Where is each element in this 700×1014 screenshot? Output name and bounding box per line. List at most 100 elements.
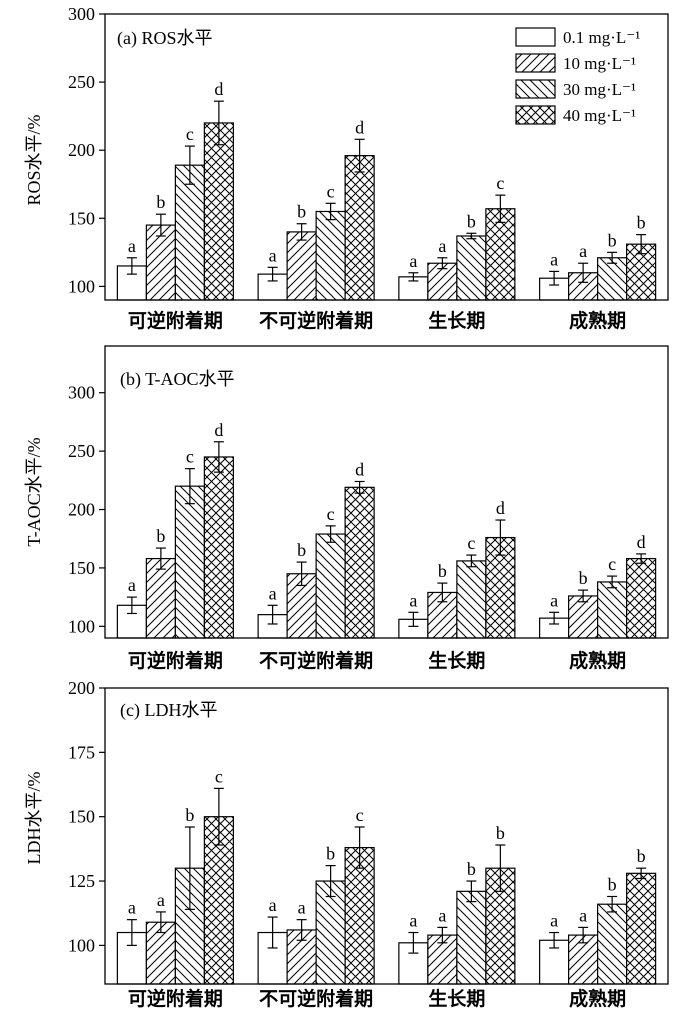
panel-title: (c) LDH水平 bbox=[120, 700, 217, 721]
legend-swatch bbox=[515, 27, 556, 47]
significance-letter: c bbox=[327, 181, 335, 201]
bar-b-series4-cat1 bbox=[203, 456, 234, 639]
significance-letter: a bbox=[298, 898, 306, 918]
significance-letter: d bbox=[355, 117, 364, 137]
significance-letter: a bbox=[438, 236, 446, 256]
bar-a-series3-cat2 bbox=[315, 210, 346, 301]
panel-title: (a) ROS水平 bbox=[117, 28, 213, 49]
legend-label: 30 mg·L⁻¹ bbox=[563, 80, 636, 99]
significance-letter: b bbox=[637, 213, 646, 233]
significance-letter: c bbox=[496, 173, 504, 193]
bar-c-series4-cat4 bbox=[626, 872, 657, 985]
bar-a-series2-cat2 bbox=[286, 231, 317, 301]
y-tick-label: 200 bbox=[68, 678, 95, 698]
legend-swatch bbox=[515, 105, 556, 125]
bar-b-series2-cat1 bbox=[145, 557, 176, 639]
significance-letter: a bbox=[269, 895, 277, 915]
significance-letter: a bbox=[409, 251, 417, 271]
significance-letter: d bbox=[214, 79, 223, 99]
plot-frame bbox=[104, 687, 669, 985]
y-tick-label: 125 bbox=[68, 871, 95, 891]
significance-letter: b bbox=[467, 211, 476, 231]
category-label: 不可逆附着期 bbox=[259, 649, 373, 672]
y-tick-label: 250 bbox=[68, 441, 95, 461]
y-tick-label: 300 bbox=[68, 4, 95, 24]
significance-letter: b bbox=[637, 846, 646, 866]
significance-letter: b bbox=[297, 540, 306, 560]
category-label: 成熟期 bbox=[569, 649, 626, 672]
panel-title: (b) T-AOC水平 bbox=[120, 369, 235, 390]
category-label: 成熟期 bbox=[569, 309, 626, 332]
significance-letter: a bbox=[550, 249, 558, 269]
significance-letter: a bbox=[550, 911, 558, 931]
y-tick-label: 150 bbox=[68, 807, 95, 827]
significance-letter: b bbox=[297, 202, 306, 222]
bar-a-series3-cat3 bbox=[456, 235, 487, 301]
significance-letter: b bbox=[438, 561, 447, 581]
y-axis-title: T-AOC水平/% bbox=[24, 437, 44, 546]
y-axis-title: ROS水平/% bbox=[24, 114, 44, 205]
bar-a-series4-cat3 bbox=[485, 208, 516, 301]
plot-frame bbox=[104, 13, 669, 301]
bar-a-series4-cat1 bbox=[203, 122, 234, 301]
significance-letter: c bbox=[608, 554, 616, 574]
category-label: 生长期 bbox=[428, 309, 485, 332]
y-tick-label: 175 bbox=[68, 742, 95, 762]
plot-frame bbox=[104, 345, 669, 639]
significance-letter: b bbox=[579, 568, 588, 588]
significance-letter: b bbox=[326, 844, 335, 864]
legend: 0.1 mg·L⁻¹ 10 mg·L⁻¹ 30 mg·L⁻¹ 40 mg·L⁻¹ bbox=[515, 27, 640, 125]
significance-letter: a bbox=[409, 911, 417, 931]
bar-a-series4-cat2 bbox=[344, 155, 375, 301]
category-label: 生长期 bbox=[428, 649, 485, 672]
bar-b-series4-cat2 bbox=[344, 486, 375, 639]
significance-letter: a bbox=[157, 890, 165, 910]
y-tick-label: 100 bbox=[68, 276, 95, 296]
bar-b-series4-cat4 bbox=[626, 557, 657, 639]
significance-letter: c bbox=[327, 504, 335, 524]
y-tick-label: 250 bbox=[68, 72, 95, 92]
significance-letter: b bbox=[185, 805, 194, 825]
significance-letter: d bbox=[496, 498, 505, 518]
panel-b: 100 150 200 250 300 T-AOC水平/% (b) T-AOC水平可逆附着期… bbox=[24, 345, 669, 672]
bar-a-series3-cat4 bbox=[597, 257, 628, 301]
category-label: 可逆附着期 bbox=[128, 649, 223, 672]
y-tick-label: 100 bbox=[68, 616, 95, 636]
significance-letter: c bbox=[215, 766, 223, 786]
legend-label: 0.1 mg·L⁻¹ bbox=[563, 28, 640, 47]
significance-letter: a bbox=[550, 590, 558, 610]
significance-letter: a bbox=[269, 245, 277, 265]
legend-label: 10 mg·L⁻¹ bbox=[563, 54, 636, 73]
legend-swatch bbox=[515, 79, 556, 99]
bar-b-series3-cat1 bbox=[174, 485, 205, 639]
category-label: 成熟期 bbox=[569, 987, 626, 1010]
significance-letter: a bbox=[269, 583, 277, 603]
category-label: 可逆附着期 bbox=[128, 309, 223, 332]
significance-letter: a bbox=[579, 905, 587, 925]
bar-a-series3-cat1 bbox=[174, 164, 205, 301]
significance-letter: d bbox=[214, 420, 223, 440]
y-tick-label: 150 bbox=[68, 208, 95, 228]
significance-letter: b bbox=[156, 192, 165, 212]
bar-b-series3-cat2 bbox=[315, 533, 346, 639]
significance-letter: a bbox=[128, 575, 136, 595]
legend-label: 40 mg·L⁻¹ bbox=[563, 106, 636, 125]
bar-c-series3-cat4 bbox=[597, 903, 628, 985]
significance-letter: a bbox=[128, 236, 136, 256]
significance-letter: b bbox=[608, 874, 617, 894]
significance-letter: a bbox=[409, 590, 417, 610]
significance-letter: b bbox=[496, 823, 505, 843]
bar-b-series3-cat3 bbox=[456, 560, 487, 639]
bar-c-series4-cat2 bbox=[344, 846, 375, 985]
category-label: 不可逆附着期 bbox=[259, 987, 373, 1010]
y-tick-label: 150 bbox=[68, 558, 95, 578]
significance-letter: a bbox=[128, 898, 136, 918]
significance-letter: d bbox=[355, 459, 364, 479]
y-axis-title: LDH水平/% bbox=[24, 772, 44, 865]
y-tick-label: 100 bbox=[68, 935, 95, 955]
legend-swatch bbox=[515, 53, 556, 73]
significance-letter: b bbox=[467, 859, 476, 879]
